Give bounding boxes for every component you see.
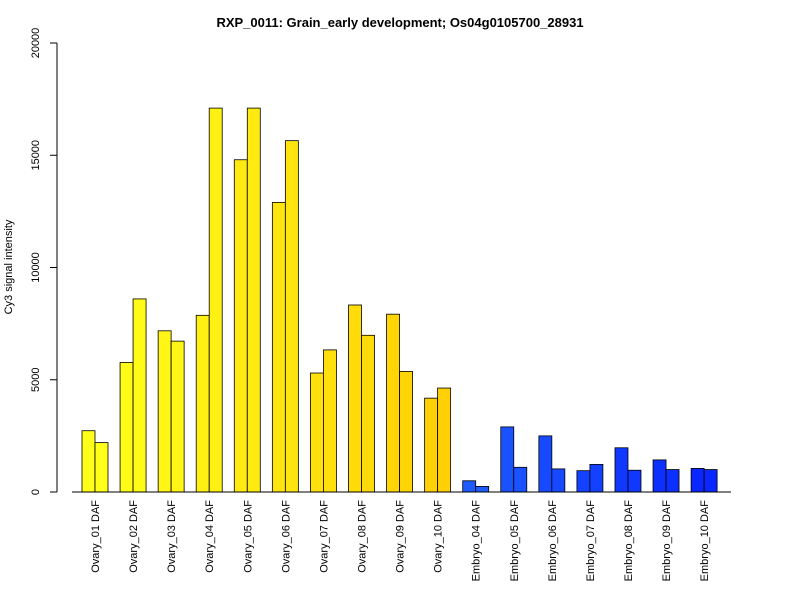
y-tick-label: 20000	[30, 28, 42, 59]
bar	[81, 430, 96, 493]
bar	[271, 201, 286, 493]
bar	[170, 340, 185, 493]
x-tick-label: Embryo_09 DAF	[661, 500, 673, 582]
bar	[614, 447, 629, 493]
x-tick-label: Embryo_08 DAF	[623, 500, 635, 582]
bar	[538, 435, 553, 493]
bar	[386, 313, 400, 493]
bar	[361, 334, 375, 493]
bar	[500, 426, 515, 493]
bar	[513, 466, 528, 493]
bar	[119, 362, 134, 493]
x-tick-label: Ovary_10 DAF	[433, 500, 445, 573]
x-tick-label: Ovary_03 DAF	[166, 500, 178, 573]
x-tick-label: Ovary_07 DAF	[318, 500, 330, 573]
bar	[437, 387, 452, 493]
bar	[576, 470, 591, 493]
y-tick-label: 10000	[30, 252, 42, 283]
bar	[348, 304, 362, 493]
bar	[246, 107, 261, 493]
y-axis: 0 5000 10000 15000 20000	[30, 28, 58, 495]
bar	[399, 371, 413, 493]
bar	[652, 459, 667, 493]
bar	[323, 349, 337, 493]
bar	[284, 140, 299, 493]
x-tick-label: Embryo_04 DAF	[471, 500, 483, 582]
y-tick-label: 5000	[30, 368, 42, 392]
y-tick-label: 0	[30, 489, 42, 495]
x-tick-label: Ovary_04 DAF	[204, 500, 216, 573]
bar	[551, 468, 566, 493]
bar	[195, 314, 210, 493]
x-tick-label: Ovary_01 DAF	[90, 500, 102, 573]
bar	[690, 468, 705, 493]
bar	[233, 159, 248, 493]
bar	[157, 330, 172, 493]
bar	[665, 469, 680, 493]
bar	[627, 469, 642, 493]
bar	[424, 397, 439, 493]
x-tick-label: Embryo_10 DAF	[699, 500, 711, 582]
x-tick-label: Embryo_06 DAF	[547, 500, 559, 582]
bar	[132, 298, 147, 493]
x-tick-label: Embryo_05 DAF	[509, 500, 521, 582]
x-tick-label: Ovary_09 DAF	[395, 500, 407, 573]
bars	[81, 107, 718, 493]
bar	[589, 463, 604, 493]
x-tick-label: Ovary_08 DAF	[356, 500, 368, 573]
chart-title: RXP_0011: Grain_early development; Os04g…	[216, 15, 583, 30]
bar	[208, 107, 223, 493]
y-axis-label: Cy3 signal intensity	[3, 219, 15, 314]
x-tick-label: Ovary_05 DAF	[242, 500, 254, 573]
x-tick-label: Ovary_06 DAF	[280, 500, 292, 573]
y-tick-label: 15000	[30, 140, 42, 171]
bar	[310, 372, 324, 493]
bar	[703, 469, 718, 493]
x-tick-label: Ovary_02 DAF	[128, 500, 140, 573]
x-tick-label: Embryo_07 DAF	[585, 500, 597, 582]
bar	[462, 480, 477, 493]
bar	[94, 442, 109, 493]
x-axis-tick-labels: Ovary_01 DAF Ovary_02 DAF Ovary_03 DAF Ovar…	[90, 500, 711, 582]
bar	[475, 485, 490, 493]
